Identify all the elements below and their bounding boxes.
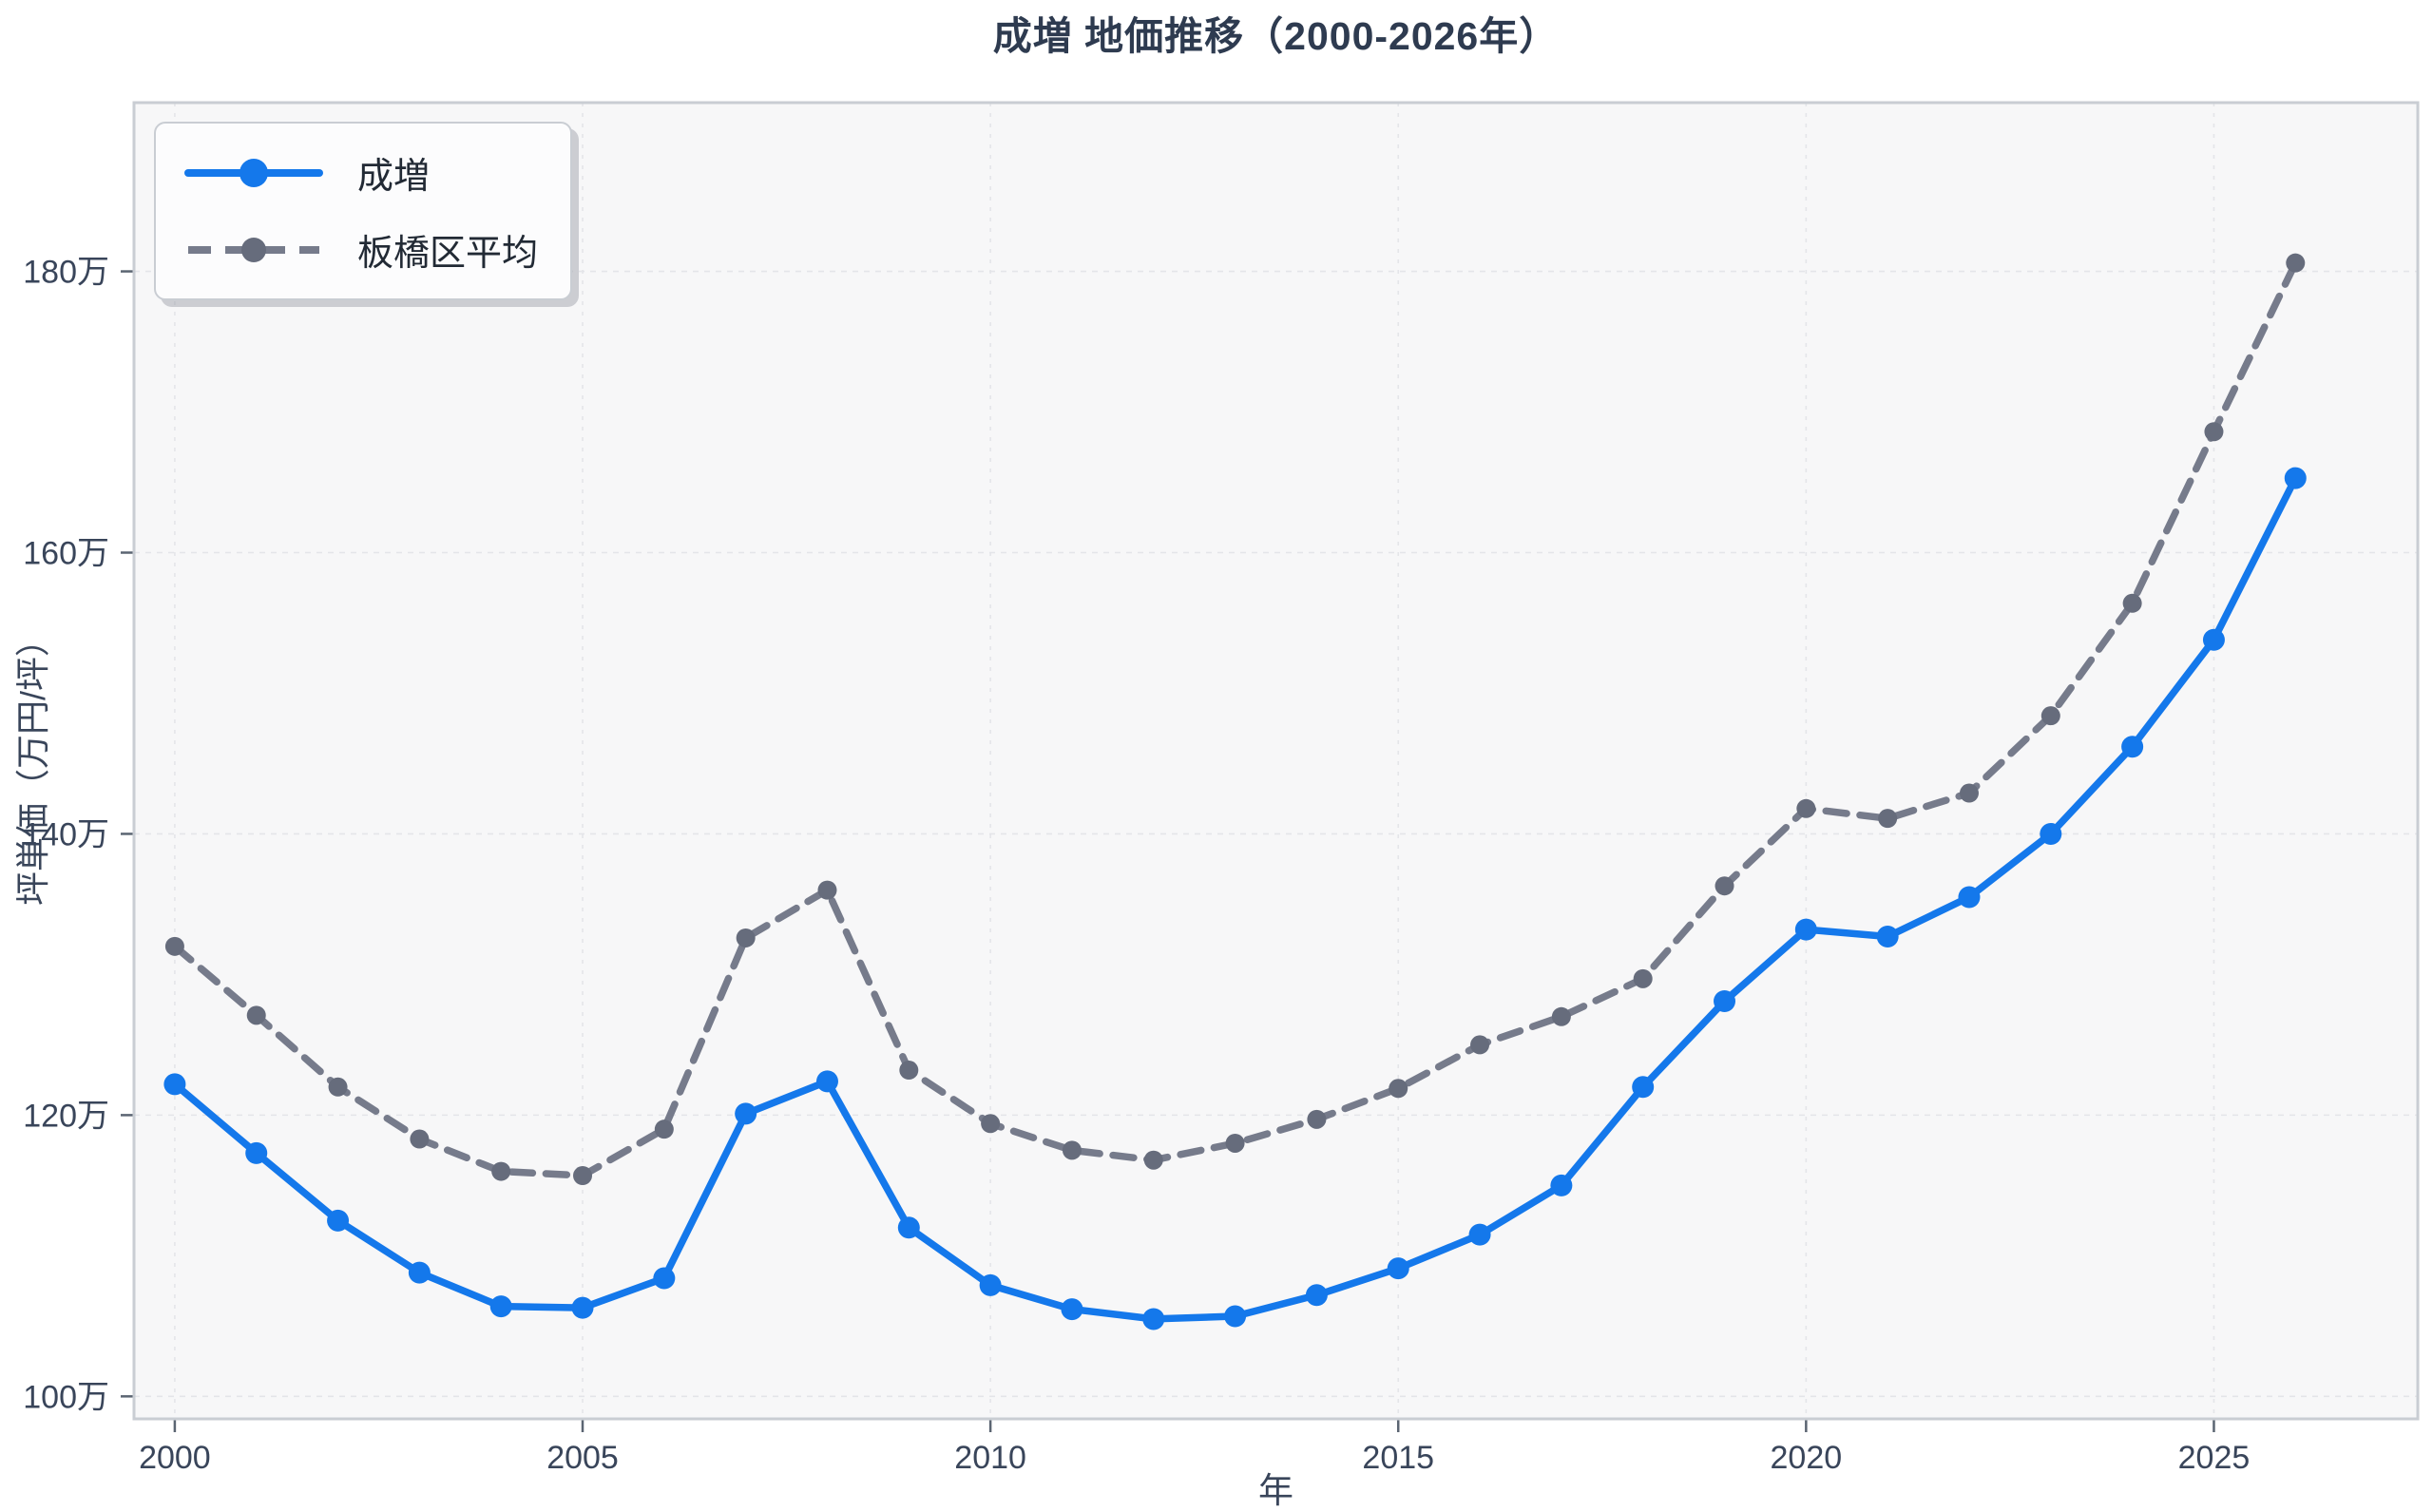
- data-point-narimasu: [1224, 1305, 1247, 1328]
- y-tick-label: 180万: [23, 255, 109, 291]
- x-tick-label: 2025: [2178, 1440, 2251, 1476]
- data-point-narimasu: [1794, 918, 1817, 941]
- data-point-narimasu: [1305, 1284, 1328, 1307]
- data-point-itabashi: [1959, 783, 1979, 803]
- data-point-itabashi: [410, 1129, 430, 1149]
- data-point-itabashi: [2122, 593, 2142, 613]
- data-point-narimasu: [571, 1296, 594, 1319]
- data-point-narimasu: [1142, 1308, 1165, 1330]
- data-point-itabashi: [1062, 1140, 1082, 1160]
- data-point-itabashi: [328, 1077, 348, 1097]
- data-point-narimasu: [245, 1141, 268, 1164]
- data-point-itabashi: [2286, 253, 2306, 273]
- legend-entry-narimasu: 成増: [182, 146, 538, 199]
- data-point-narimasu: [163, 1073, 186, 1096]
- data-point-narimasu: [2202, 628, 2225, 651]
- data-point-itabashi: [1470, 1035, 1490, 1055]
- data-point-narimasu: [979, 1273, 1002, 1296]
- legend-label: 成増: [357, 157, 431, 197]
- data-point-itabashi: [981, 1114, 1001, 1134]
- x-tick-label: 2000: [139, 1440, 211, 1476]
- data-point-narimasu: [2121, 736, 2144, 758]
- chart-title: 成増 地価推移（2000-2026年）: [992, 14, 1560, 58]
- data-point-narimasu: [1061, 1298, 1083, 1321]
- data-point-itabashi: [817, 880, 837, 900]
- x-axis-label: 年: [1258, 1471, 1293, 1510]
- data-point-narimasu: [735, 1102, 757, 1125]
- y-tick-label: 120万: [23, 1098, 109, 1134]
- data-point-itabashi: [1551, 1006, 1571, 1026]
- data-point-narimasu: [1632, 1076, 1655, 1099]
- data-point-narimasu: [1714, 990, 1736, 1013]
- data-point-narimasu: [1958, 886, 1981, 909]
- data-point-itabashi: [899, 1061, 919, 1081]
- data-point-narimasu: [1876, 925, 1899, 947]
- data-point-itabashi: [1225, 1133, 1245, 1153]
- data-point-narimasu: [897, 1216, 920, 1239]
- x-tick-label: 2010: [954, 1440, 1026, 1476]
- data-point-narimasu: [2040, 822, 2062, 845]
- plot-area: [134, 103, 2418, 1419]
- data-point-narimasu: [327, 1209, 350, 1232]
- data-point-itabashi: [1389, 1079, 1408, 1099]
- data-point-narimasu: [1387, 1257, 1409, 1280]
- x-tick-label: 2005: [546, 1440, 619, 1476]
- data-point-itabashi: [164, 936, 184, 956]
- legend-label: 板橋区平均: [357, 234, 539, 274]
- y-tick-label: 140万: [23, 816, 109, 852]
- legend: 成増 板橋区平均: [154, 122, 573, 300]
- data-point-itabashi: [1796, 798, 1816, 818]
- data-point-itabashi: [1633, 968, 1653, 988]
- data-point-itabashi: [654, 1120, 674, 1139]
- data-point-itabashi: [736, 928, 756, 947]
- y-axis-label: 坪単価（万円/坪）: [13, 622, 52, 907]
- x-tick-label: 2015: [1362, 1440, 1434, 1476]
- legend-entry-itabashi: 板橋区平均: [182, 223, 538, 276]
- data-point-itabashi: [2204, 422, 2224, 442]
- x-tick-label: 2020: [1771, 1440, 1843, 1476]
- data-point-narimasu: [1550, 1174, 1573, 1196]
- data-point-itabashi: [491, 1161, 511, 1181]
- legend-line-sample-solid: [184, 158, 323, 187]
- data-point-itabashi: [1143, 1150, 1163, 1170]
- data-point-itabashi: [573, 1166, 593, 1186]
- data-point-narimasu: [2284, 467, 2307, 489]
- data-point-narimasu: [408, 1261, 431, 1284]
- data-point-itabashi: [246, 1005, 266, 1025]
- plot-border: [132, 101, 2420, 1421]
- data-point-itabashi: [1878, 809, 1898, 829]
- data-point-itabashi: [1307, 1109, 1327, 1129]
- y-tick-label: 160万: [23, 536, 109, 572]
- data-point-itabashi: [2040, 706, 2060, 726]
- data-point-narimasu: [489, 1295, 512, 1318]
- data-point-itabashi: [1715, 876, 1734, 896]
- y-tick-label: 100万: [23, 1379, 109, 1415]
- legend-line-sample-dashed: [188, 237, 319, 262]
- data-point-narimasu: [815, 1070, 838, 1093]
- data-point-narimasu: [653, 1267, 676, 1290]
- data-point-narimasu: [1468, 1223, 1491, 1246]
